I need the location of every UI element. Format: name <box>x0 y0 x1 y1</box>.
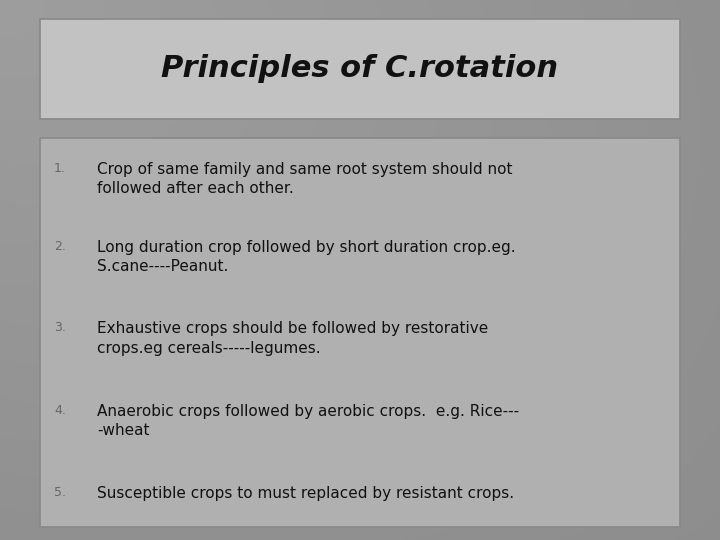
Text: Crop of same family and same root system should not
followed after each other.: Crop of same family and same root system… <box>97 162 513 196</box>
Text: Principles of C.rotation: Principles of C.rotation <box>161 55 559 83</box>
Text: Long duration crop followed by short duration crop.eg.
S.cane----Peanut.: Long duration crop followed by short dur… <box>97 240 516 274</box>
Text: 4.: 4. <box>54 404 66 417</box>
Text: 2.: 2. <box>54 240 66 253</box>
Text: Susceptible crops to must replaced by resistant crops.: Susceptible crops to must replaced by re… <box>97 486 514 501</box>
Text: Anaerobic crops followed by aerobic crops.  e.g. Rice---
-wheat: Anaerobic crops followed by aerobic crop… <box>97 404 519 438</box>
Text: Exhaustive crops should be followed by restorative
crops.eg cereals-----legumes.: Exhaustive crops should be followed by r… <box>97 321 488 355</box>
Text: 1.: 1. <box>54 162 66 175</box>
FancyBboxPatch shape <box>40 19 680 119</box>
Text: 5.: 5. <box>54 486 66 499</box>
Text: 3.: 3. <box>54 321 66 334</box>
FancyBboxPatch shape <box>40 138 680 526</box>
